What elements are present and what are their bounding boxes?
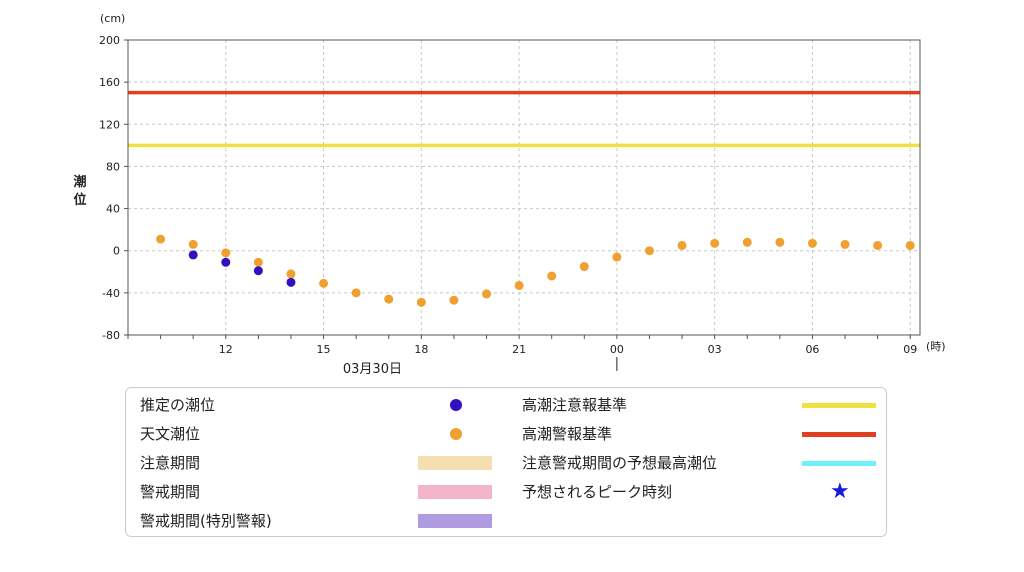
astronomical-tide-point bbox=[156, 234, 166, 244]
legend-label: 注意期間 bbox=[140, 454, 201, 472]
legend-dot-swatch bbox=[450, 428, 462, 440]
legend-label: 警戒期間(特別警報) bbox=[140, 512, 272, 530]
astronomical-tide-point bbox=[253, 257, 263, 267]
y-axis-title: 潮位 bbox=[73, 174, 86, 208]
tide-chart: 200 160 120 80 40 0 -40 -80 12 15 18 21 00 03 06 09 (c… bbox=[73, 12, 946, 377]
astronomical-tide-point bbox=[351, 288, 361, 298]
astronomical-tide-point bbox=[384, 294, 394, 304]
astronomical-tide-point bbox=[807, 238, 817, 248]
y-tick-label: 120 bbox=[99, 118, 120, 131]
legend-band-swatch bbox=[418, 485, 492, 499]
estimated-tide-point bbox=[253, 266, 263, 276]
astronomical-tide-point bbox=[775, 237, 785, 247]
legend-band-swatch bbox=[418, 514, 492, 528]
y-title-char: 潮 bbox=[73, 174, 86, 190]
legend-band-swatch bbox=[418, 456, 492, 470]
astronomical-tide-point bbox=[319, 278, 329, 288]
x-tick-label: 06 bbox=[805, 343, 819, 356]
y-tick-label: 200 bbox=[99, 34, 120, 47]
star-icon: ★ bbox=[830, 479, 850, 504]
astronomical-tide-point bbox=[221, 248, 231, 258]
legend-label: 高潮警報基準 bbox=[522, 425, 613, 443]
astronomical-tide-point bbox=[188, 239, 198, 249]
x-tick-label: 03 bbox=[708, 343, 722, 356]
legend-label: 高潮注意報基準 bbox=[522, 396, 628, 414]
astronomical-tide-point bbox=[677, 240, 687, 250]
astronomical-tide-point bbox=[742, 237, 752, 247]
astronomical-tide-point bbox=[905, 240, 915, 250]
legend: 推定の潮位天文潮位注意期間警戒期間警戒期間(特別警報) 高潮注意報基準 高潮警報基… bbox=[125, 387, 887, 537]
astronomical-tide-point bbox=[840, 239, 850, 249]
x-tick-label: 00 bbox=[610, 343, 624, 356]
astronomical-tide-point bbox=[286, 269, 296, 279]
astronomical-tide-point bbox=[873, 240, 883, 250]
astronomical-tide-point bbox=[612, 252, 622, 262]
estimated-tide-point bbox=[221, 257, 231, 267]
astronomical-tide-point bbox=[482, 289, 492, 299]
legend-label: 天文潮位 bbox=[140, 425, 201, 443]
x-tick-label: 18 bbox=[414, 343, 428, 356]
x-unit-label: (時) bbox=[926, 340, 946, 353]
legend-line-swatch bbox=[802, 461, 876, 466]
y-tick-label: 0 bbox=[113, 245, 120, 258]
legend-label: 注意警戒期間の予想最高潮位 bbox=[522, 454, 718, 472]
y-tick-label: -80 bbox=[102, 329, 120, 342]
x-tick-label: 21 bbox=[512, 343, 526, 356]
astronomical-tide-point bbox=[579, 262, 589, 272]
x-tick-label: 12 bbox=[219, 343, 233, 356]
legend-label: 警戒期間 bbox=[140, 483, 201, 501]
data-points bbox=[156, 234, 915, 307]
astronomical-tide-point bbox=[547, 271, 557, 281]
legend-label: 予想されるピーク時刻 bbox=[522, 483, 673, 501]
y-tick-label: 40 bbox=[106, 203, 120, 216]
legend-line-swatch bbox=[802, 432, 876, 437]
astronomical-tide-point bbox=[644, 246, 654, 256]
x-tick-label: 15 bbox=[317, 343, 331, 356]
reference-lines bbox=[128, 90, 920, 148]
plot-frame bbox=[127, 39, 921, 336]
x-tick-label: 09 bbox=[903, 343, 917, 356]
grid-lines bbox=[128, 40, 920, 335]
date-label: 03月30日 bbox=[343, 362, 402, 377]
x-axis-ticks: 12 15 18 21 00 03 06 09 bbox=[127, 335, 917, 356]
y-tick-label: -40 bbox=[102, 287, 120, 300]
astronomical-tide-point bbox=[710, 238, 720, 248]
y-title-char: 位 bbox=[73, 192, 86, 208]
y-tick-label: 160 bbox=[99, 76, 120, 89]
y-tick-label: 80 bbox=[106, 160, 120, 173]
legend-dot-swatch bbox=[450, 399, 462, 411]
estimated-tide-point bbox=[286, 277, 296, 287]
legend-label: 推定の潮位 bbox=[140, 396, 216, 414]
y-axis-ticks: 200 160 120 80 40 0 -40 -80 bbox=[99, 34, 128, 342]
astronomical-tide-point bbox=[449, 295, 459, 305]
astronomical-tide-point bbox=[514, 280, 524, 290]
estimated-tide-point bbox=[188, 250, 198, 260]
y-unit-label: (cm) bbox=[100, 12, 125, 25]
legend-line-swatch bbox=[802, 403, 876, 408]
astronomical-tide-point bbox=[416, 297, 426, 307]
